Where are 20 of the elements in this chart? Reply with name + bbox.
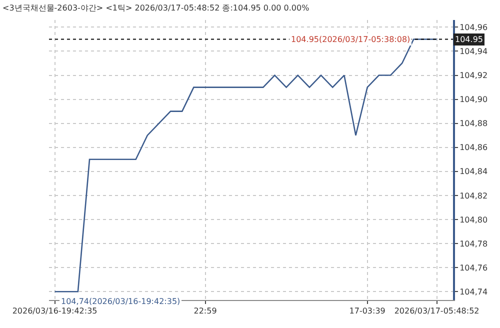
x-tick-label: 22:59 [194,306,217,316]
y-tick-label: 104,88 [460,119,488,128]
annotation: 104.95(2026/03/17-05:38:08) [291,35,410,44]
annotation: 104,74(2026/03/16-19:42:35) [61,297,180,306]
y-tick-label: 104,80 [460,215,488,224]
y-tick-label: 104,86 [460,143,488,152]
ref-line-label: 104.95 [455,35,483,44]
chart-title: <3년국채선물-2603-야간> <1틱> 2026/03/17-05:48:52 종:104.95 0.00 0.00% [2,4,310,13]
x-tick-label: 17-03:39 [349,306,386,316]
y-tick-label: 104,82 [460,191,488,200]
y-tick-label: 104,74 [460,287,488,296]
y-tick-label: 104,90 [460,95,488,104]
x-tick-label: 2026/03/17-05:48:52 [394,306,480,316]
y-tick-label: 104,76 [460,263,488,272]
y-tick-label: 104,94 [460,47,488,56]
y-tick-label: 104,78 [460,239,488,248]
x-tick-label: 2026/03/16-19:42:35 [12,306,98,316]
y-tick-label: 104,96 [460,23,488,32]
y-tick-label: 104,84 [460,167,488,176]
y-tick-label: 104,92 [460,71,488,80]
